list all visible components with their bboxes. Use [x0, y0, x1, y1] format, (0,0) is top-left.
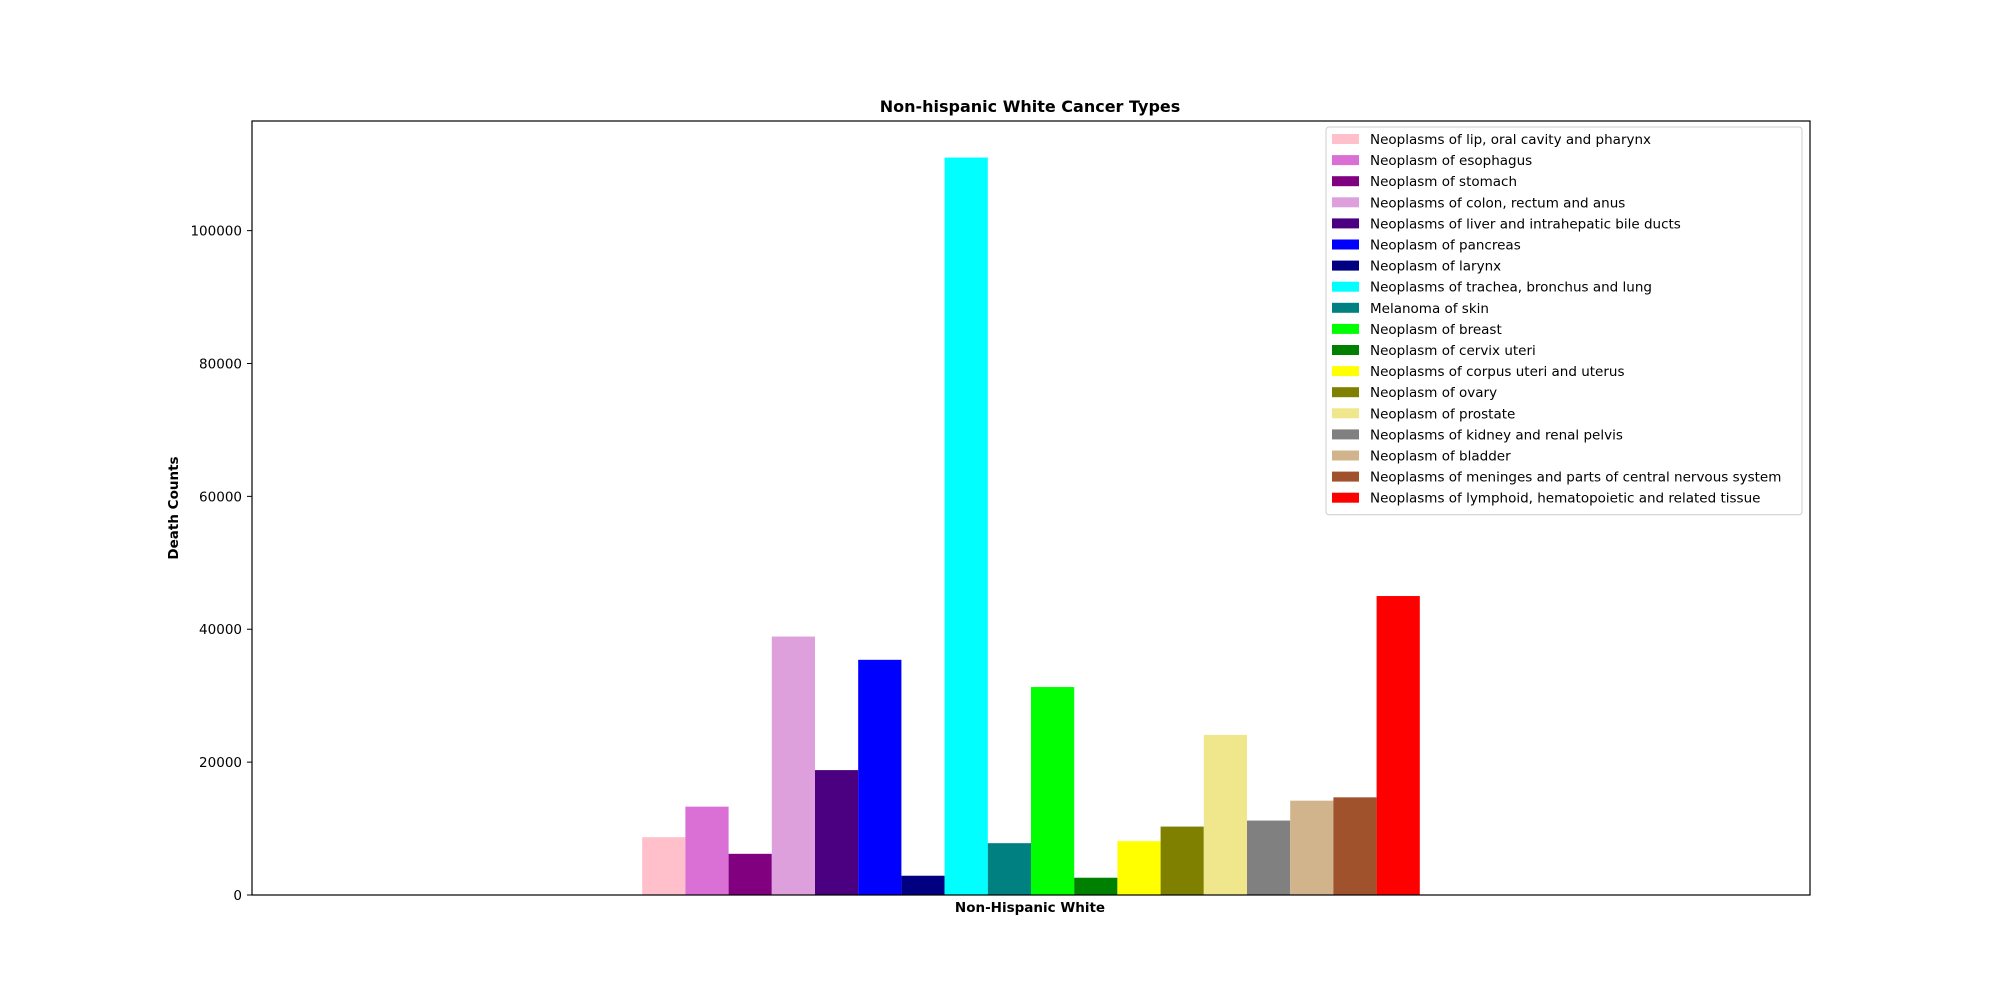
legend-swatch — [1332, 239, 1359, 250]
legend-label: Neoplasms of meninges and parts of centr… — [1370, 470, 1781, 486]
legend-swatch — [1332, 155, 1359, 166]
y-tick-label: 20000 — [199, 755, 242, 771]
legend-swatch — [1332, 260, 1359, 271]
bar-9 — [987, 843, 1031, 895]
legend-label: Melanoma of skin — [1370, 301, 1489, 317]
bar-11 — [1074, 877, 1118, 895]
legend-swatch — [1332, 197, 1359, 208]
legend-swatch — [1332, 387, 1359, 398]
y-tick-label: 0 — [233, 888, 242, 904]
bar-8 — [944, 157, 988, 896]
bar-3 — [728, 853, 772, 895]
bar-10 — [1031, 687, 1075, 895]
legend-label: Neoplasms of colon, rectum and anus — [1370, 195, 1625, 211]
legend-label: Neoplasm of ovary — [1370, 385, 1497, 401]
y-tick-label: 80000 — [199, 356, 242, 372]
chart-title: Non-hispanic White Cancer Types — [880, 97, 1181, 116]
legend-swatch — [1332, 218, 1359, 229]
bar-15 — [1247, 820, 1291, 895]
y-tick-label: 40000 — [199, 622, 242, 638]
plot-frame — [251, 120, 1811, 896]
y-axis: 0 20000 40000 60000 80000 100000 — [190, 224, 252, 904]
legend-label: Neoplasm of cervix uteri — [1370, 343, 1536, 359]
legend-swatch — [1332, 366, 1359, 377]
legend-swatch — [1332, 345, 1359, 355]
legend-label: Neoplasms of lymphoid, hematopoietic and… — [1370, 491, 1760, 507]
legend-label: Neoplasms of kidney and renal pelvis — [1370, 427, 1623, 443]
bar-2 — [685, 806, 729, 895]
y-tick-label: 60000 — [199, 489, 242, 505]
bar-17 — [1333, 797, 1377, 895]
legend-swatch — [1332, 302, 1359, 313]
legend-label: Neoplasm of breast — [1370, 322, 1502, 338]
bar-14 — [1203, 734, 1247, 895]
legend-swatch — [1332, 450, 1359, 461]
bar-16 — [1290, 800, 1334, 895]
legend-swatch — [1332, 134, 1359, 144]
legend-label: Neoplasm of prostate — [1370, 406, 1515, 422]
legend: Neoplasms of lip, oral cavity and pharyn… — [1325, 126, 1803, 516]
legend-label: Neoplasms of corpus uteri and uterus — [1370, 364, 1624, 380]
bar-6 — [858, 659, 902, 895]
legend-swatch — [1332, 323, 1359, 334]
legend-swatch — [1332, 281, 1359, 292]
bar-5 — [815, 770, 859, 895]
y-tick-label: 100000 — [190, 224, 242, 240]
bar-4 — [771, 636, 815, 895]
legend-swatch — [1332, 492, 1359, 503]
bar-12 — [1117, 841, 1161, 895]
bar-1 — [642, 837, 686, 895]
legend-swatch — [1332, 176, 1359, 187]
legend-swatch — [1332, 471, 1359, 482]
bar-18 — [1376, 596, 1420, 895]
legend-label: Neoplasm of pancreas — [1370, 238, 1521, 254]
bar-13 — [1160, 826, 1204, 895]
legend-label: Neoplasm of bladder — [1370, 449, 1511, 465]
legend-label: Neoplasms of lip, oral cavity and pharyn… — [1370, 132, 1651, 148]
legend-swatch — [1332, 408, 1359, 419]
legend-label: Neoplasm of stomach — [1370, 174, 1517, 190]
legend-label: Neoplasm of esophagus — [1370, 153, 1532, 169]
legend-frame — [1325, 126, 1803, 516]
x-axis-label: Non-Hispanic White — [955, 900, 1105, 916]
bars-group — [642, 157, 1420, 896]
legend-label: Neoplasms of trachea, bronchus and lung — [1370, 280, 1652, 296]
legend-label: Neoplasms of liver and intrahepatic bile… — [1370, 216, 1681, 232]
legend-label: Neoplasm of larynx — [1370, 259, 1501, 275]
y-axis-label: Death Counts — [166, 456, 182, 559]
legend-swatch — [1332, 429, 1359, 440]
bar-7 — [901, 875, 945, 895]
